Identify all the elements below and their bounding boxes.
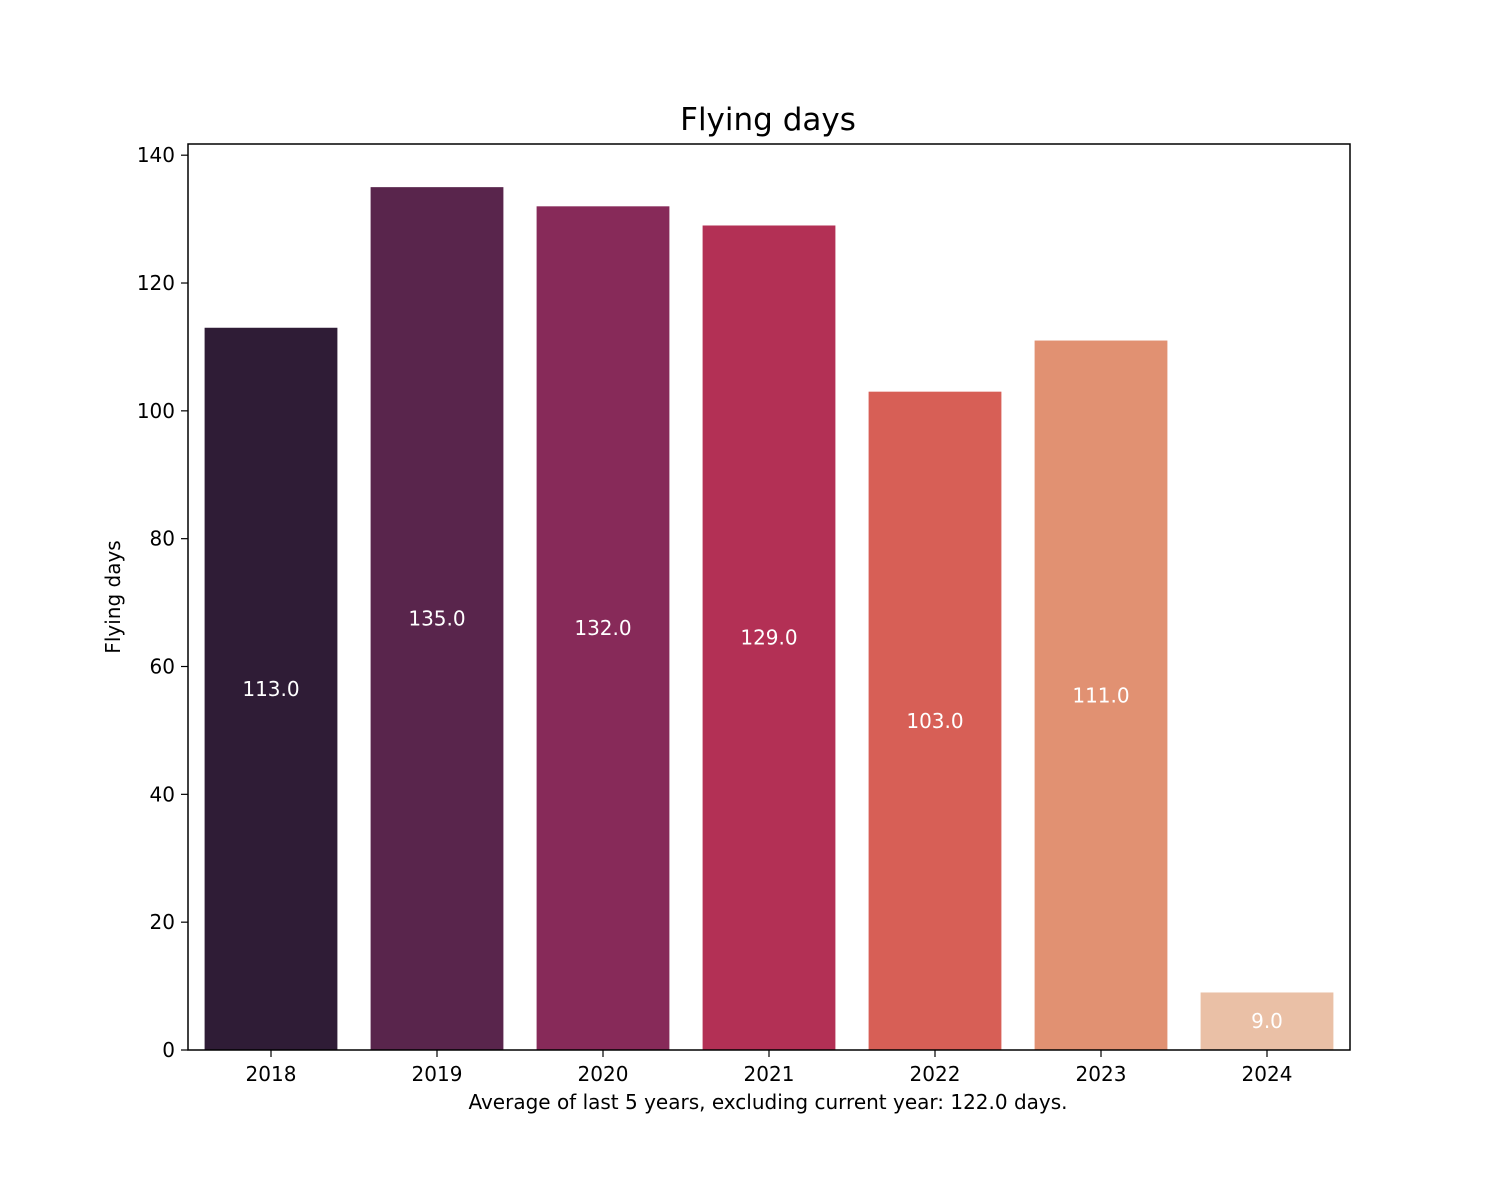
y-tick-label: 100 [137,399,175,423]
bar-2021 [702,225,836,1050]
plot-frame [187,143,1351,1051]
y-tick-label: 20 [150,910,175,934]
bar-2019 [370,187,504,1051]
bar-value-label: 103.0 [906,709,963,733]
x-tick-label: 2023 [1076,1062,1127,1086]
bars-group [204,187,1334,1051]
y-tick-label: 80 [150,527,175,551]
x-axis: 2018 2019 2020 2021 2022 2023 2024 [246,1050,1293,1086]
y-tick-label: 120 [137,271,175,295]
bar-2022 [868,391,1002,1050]
y-axis-label: Flying days [101,540,125,653]
chart-title: Flying days [680,102,856,138]
x-tick-label: 2022 [910,1062,961,1086]
bar-labels-group: 113.0 135.0 132.0 129.0 103.0 111.0 9.0 [242,607,1283,1034]
bar-value-label: 9.0 [1251,1009,1283,1033]
bar-value-label: 111.0 [1072,683,1129,707]
y-tick-label: 40 [150,782,175,806]
bar-value-label: 113.0 [242,677,299,701]
bar-2018 [204,327,338,1051]
y-tick-label: 0 [162,1038,175,1062]
bar-value-label: 129.0 [740,626,797,650]
bar-2023 [1034,340,1168,1050]
x-tick-label: 2024 [1242,1062,1293,1086]
x-tick-label: 2019 [412,1062,463,1086]
y-axis: 0 20 40 60 80 100 120 140 [137,143,188,1062]
x-tick-label: 2018 [246,1062,297,1086]
x-tick-label: 2020 [578,1062,629,1086]
bar-2020 [536,206,670,1051]
x-tick-label: 2021 [744,1062,795,1086]
y-tick-label: 60 [150,655,175,679]
bar-value-label: 135.0 [408,607,465,631]
bar-2024 [1200,992,1334,1050]
y-tick-label: 140 [137,143,175,167]
bar-value-label: 132.0 [574,616,631,640]
x-axis-label: Average of last 5 years, excluding curre… [468,1090,1067,1114]
